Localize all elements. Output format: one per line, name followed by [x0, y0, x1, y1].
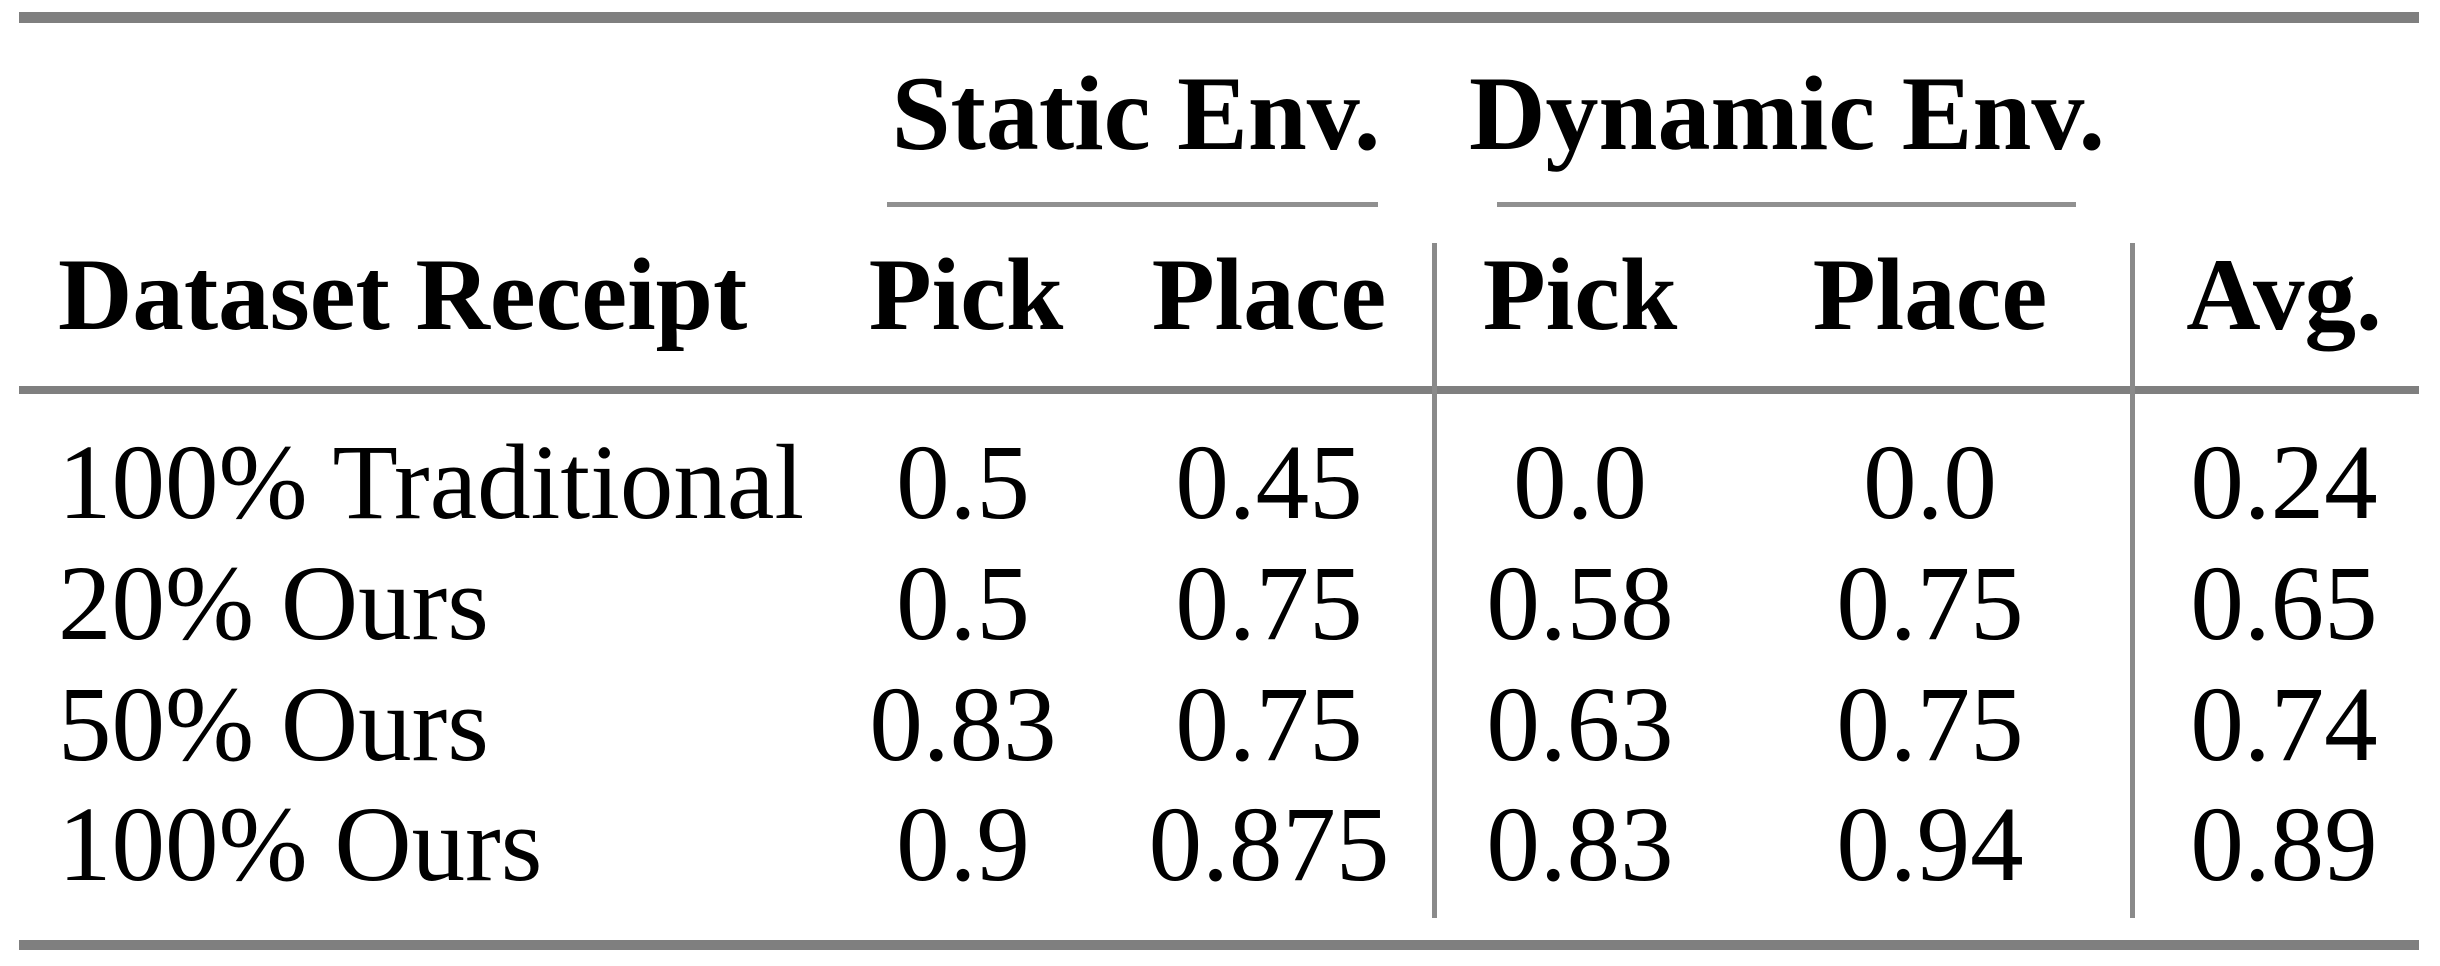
row-label: 100% Ours	[58, 786, 543, 904]
cell-static-place: 0.45	[1175, 424, 1363, 542]
table-row: 50% Ours 0.83 0.75 0.63 0.75 0.74	[0, 672, 2440, 792]
cell-static-place: 0.75	[1175, 545, 1363, 663]
table-row: 100% Ours 0.9 0.875 0.83 0.94 0.89	[0, 792, 2440, 912]
top-rule	[19, 12, 2419, 23]
dynamic-avg-separator	[2130, 243, 2135, 918]
group-header-dynamic-env: Dynamic Env.	[1468, 55, 2106, 172]
bottom-rule	[19, 940, 2419, 950]
cell-dynamic-pick: 0.0	[1513, 424, 1647, 542]
column-header-dynamic-pick: Pick	[1482, 238, 1678, 352]
cell-static-place: 0.75	[1175, 666, 1363, 784]
cell-static-pick: 0.9	[896, 786, 1030, 904]
cell-dynamic-pick: 0.58	[1486, 545, 1674, 663]
column-header-static-place: Place	[1151, 238, 1387, 352]
cell-avg: 0.74	[2190, 666, 2378, 784]
cell-dynamic-place: 0.75	[1836, 545, 2024, 663]
cell-static-pick: 0.5	[896, 545, 1030, 663]
column-header-static-pick: Pick	[868, 238, 1064, 352]
cell-dynamic-place: 0.75	[1836, 666, 2024, 784]
cell-dynamic-pick: 0.83	[1486, 786, 1674, 904]
cell-static-pick: 0.5	[896, 424, 1030, 542]
row-label: 100% Traditional	[58, 424, 805, 542]
cell-static-pick: 0.83	[869, 666, 1057, 784]
cell-static-place: 0.875	[1148, 786, 1390, 904]
cell-dynamic-pick: 0.63	[1486, 666, 1674, 784]
cell-dynamic-place: 0.94	[1836, 786, 2024, 904]
row-label: 50% Ours	[58, 666, 489, 784]
static-env-underline	[887, 202, 1378, 207]
header-body-rule	[19, 386, 2419, 394]
group-header-static-env: Static Env.	[891, 55, 1381, 172]
table-row: 20% Ours 0.5 0.75 0.58 0.75 0.65	[0, 551, 2440, 671]
cell-dynamic-place: 0.0	[1863, 424, 1997, 542]
row-label: 20% Ours	[58, 545, 489, 663]
column-header-avg: Avg.	[2186, 238, 2382, 352]
static-dynamic-separator	[1432, 243, 1437, 918]
table-row: 100% Traditional 0.5 0.45 0.0 0.0 0.24	[0, 430, 2440, 550]
column-header-dynamic-place: Place	[1812, 238, 2048, 352]
cell-avg: 0.24	[2190, 424, 2378, 542]
cell-avg: 0.65	[2190, 545, 2378, 663]
cell-avg: 0.89	[2190, 786, 2378, 904]
dynamic-env-underline	[1497, 202, 2076, 207]
column-header-dataset-receipt: Dataset Receipt	[58, 238, 748, 352]
